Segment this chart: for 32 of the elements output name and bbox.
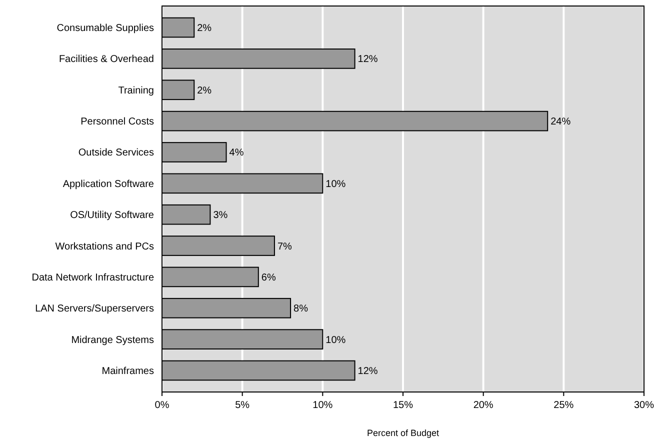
data-label: 10% xyxy=(326,334,346,346)
data-label: 10% xyxy=(326,178,346,190)
y-tick-label: Workstations and PCs xyxy=(55,241,154,252)
data-label: 4% xyxy=(229,148,244,159)
data-label: 2% xyxy=(197,23,212,34)
y-tick-label: OS/Utility Software xyxy=(70,210,154,222)
y-tick-label: Mainframes xyxy=(102,366,154,377)
x-tick-label: 15% xyxy=(392,400,414,411)
data-label: 3% xyxy=(213,210,228,222)
y-tick-label: Data Network Infrastructure xyxy=(32,272,154,284)
y-tick-label: Midrange Systems xyxy=(71,334,154,346)
y-tick-label: Facilities & Overhead xyxy=(58,54,154,66)
y-tick-label: Consumable Supplies xyxy=(56,23,154,34)
data-label: 2% xyxy=(197,85,212,96)
x-tick-label: 25% xyxy=(554,400,574,411)
y-tick-label: LAN Servers/Superservers xyxy=(35,304,154,315)
y-tick-label: Application Software xyxy=(62,178,154,190)
data-label: 7% xyxy=(277,241,292,252)
x-axis-title: Percent of Budget xyxy=(366,428,440,438)
data-label: 24% xyxy=(550,116,571,128)
x-tick-label: 20% xyxy=(473,400,494,411)
x-tick-label: 30% xyxy=(634,400,654,411)
data-label: 12% xyxy=(358,366,378,377)
y-tick-label: Personnel Costs xyxy=(80,116,154,128)
data-label: 8% xyxy=(294,304,308,315)
y-tick-label: Outside Services xyxy=(78,148,154,159)
x-tick-label: 0% xyxy=(154,400,170,411)
y-tick-label: Training xyxy=(118,85,154,96)
x-tick-label: 5% xyxy=(235,400,250,411)
data-label: 6% xyxy=(261,272,276,284)
x-tick-label: 10% xyxy=(312,400,333,411)
data-label: 12% xyxy=(358,54,378,66)
